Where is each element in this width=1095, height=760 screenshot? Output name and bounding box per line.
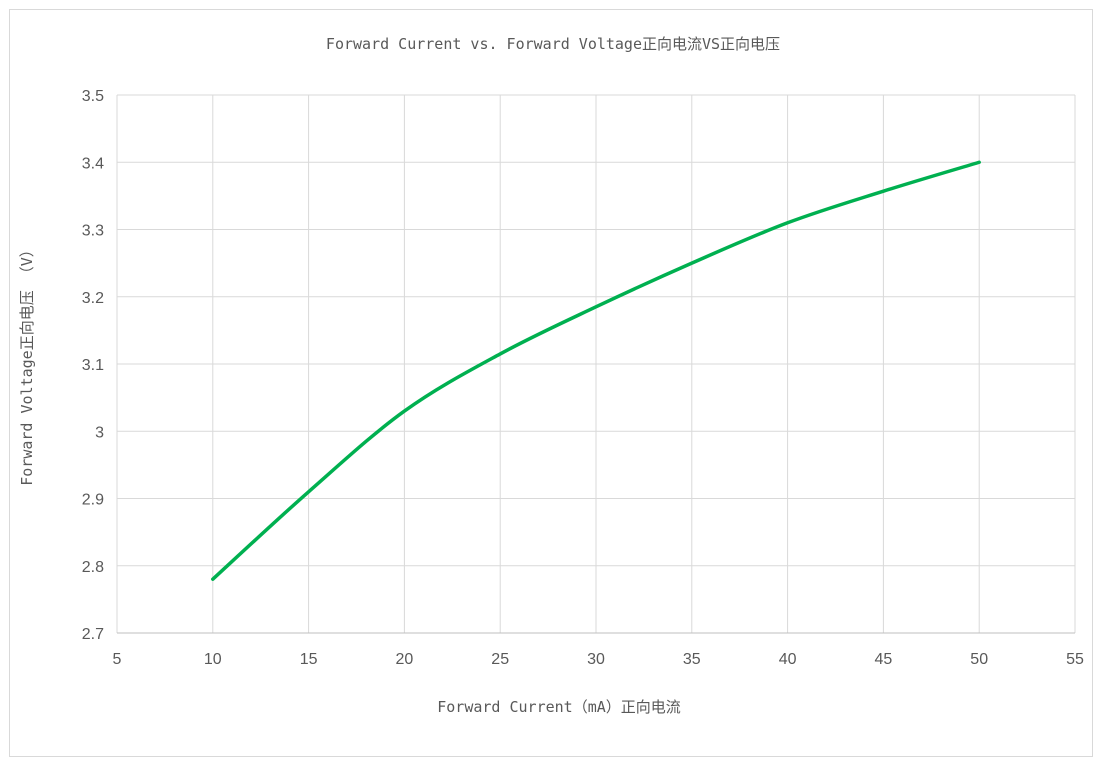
y-axis-label: Forward Voltage正向电压 （V） bbox=[18, 242, 36, 486]
y-tick-label: 3.2 bbox=[82, 290, 104, 307]
x-tick-label: 25 bbox=[491, 651, 509, 668]
x-tick-label: 45 bbox=[875, 651, 893, 668]
x-axis-label: Forward Current（mA）正向电流 bbox=[437, 698, 681, 716]
chart-title: Forward Current vs. Forward Voltage正向电流V… bbox=[326, 35, 780, 53]
x-tick-label: 40 bbox=[779, 651, 797, 668]
x-tick-label: 35 bbox=[683, 651, 701, 668]
x-tick-label: 15 bbox=[300, 651, 318, 668]
x-tick-label: 5 bbox=[113, 651, 122, 668]
y-tick-label: 3 bbox=[95, 424, 104, 441]
y-tick-label: 2.8 bbox=[82, 559, 104, 576]
x-tick-label: 50 bbox=[970, 651, 988, 668]
x-tick-label: 55 bbox=[1066, 651, 1084, 668]
x-tick-label: 10 bbox=[204, 651, 222, 668]
y-tick-label: 3.3 bbox=[82, 223, 104, 240]
y-tick-label: 3.4 bbox=[82, 155, 104, 172]
x-tick-label: 30 bbox=[587, 651, 605, 668]
y-tick-label: 3.1 bbox=[82, 357, 104, 374]
y-tick-label: 3.5 bbox=[82, 88, 104, 105]
y-tick-label: 2.9 bbox=[82, 492, 104, 509]
x-tick-label: 20 bbox=[396, 651, 414, 668]
y-tick-label: 2.7 bbox=[82, 626, 104, 643]
